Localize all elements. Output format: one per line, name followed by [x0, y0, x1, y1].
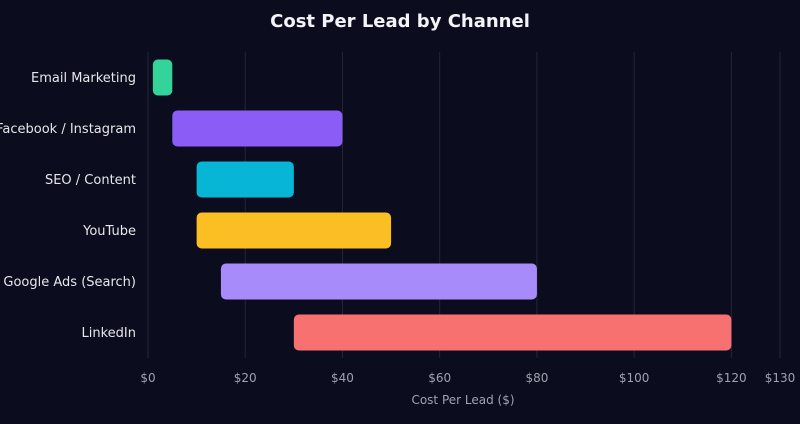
bar-youtube — [196, 212, 392, 249]
category-label: Email Marketing — [31, 71, 136, 86]
category-label: YouTube — [82, 224, 136, 239]
x-tick-label: $120 — [716, 371, 747, 385]
x-tick-label: $0 — [140, 371, 155, 385]
x-tick-label: $80 — [525, 371, 548, 385]
bar-layer — [152, 59, 732, 351]
category-label: SEO / Content — [45, 173, 136, 188]
grid-layer — [147, 52, 781, 358]
x-tick-label: $20 — [234, 371, 257, 385]
bar-google-ads-search — [220, 263, 537, 300]
x-tick-label: $60 — [428, 371, 451, 385]
category-label: Google Ads (Search) — [3, 275, 136, 290]
bar-email-marketing — [152, 59, 173, 96]
bar-facebook-instagram — [172, 110, 343, 147]
x-axis-ticks: $0 $20 $40 $60 $80 $100 $120 $130 — [140, 371, 795, 385]
category-label: LinkedIn — [82, 326, 136, 341]
x-tick-label: $100 — [619, 371, 650, 385]
category-label: Facebook / Instagram — [0, 122, 136, 137]
chart-title: Cost Per Lead by Channel — [270, 11, 530, 32]
x-tick-label: $130 — [765, 371, 796, 385]
bar-linkedin — [293, 314, 732, 351]
x-tick-label: $40 — [331, 371, 354, 385]
x-axis-title: Cost Per Lead ($) — [411, 393, 514, 407]
bar-seo-content — [196, 161, 294, 198]
category-labels: Email Marketing Facebook / Instagram SEO /… — [0, 71, 136, 341]
